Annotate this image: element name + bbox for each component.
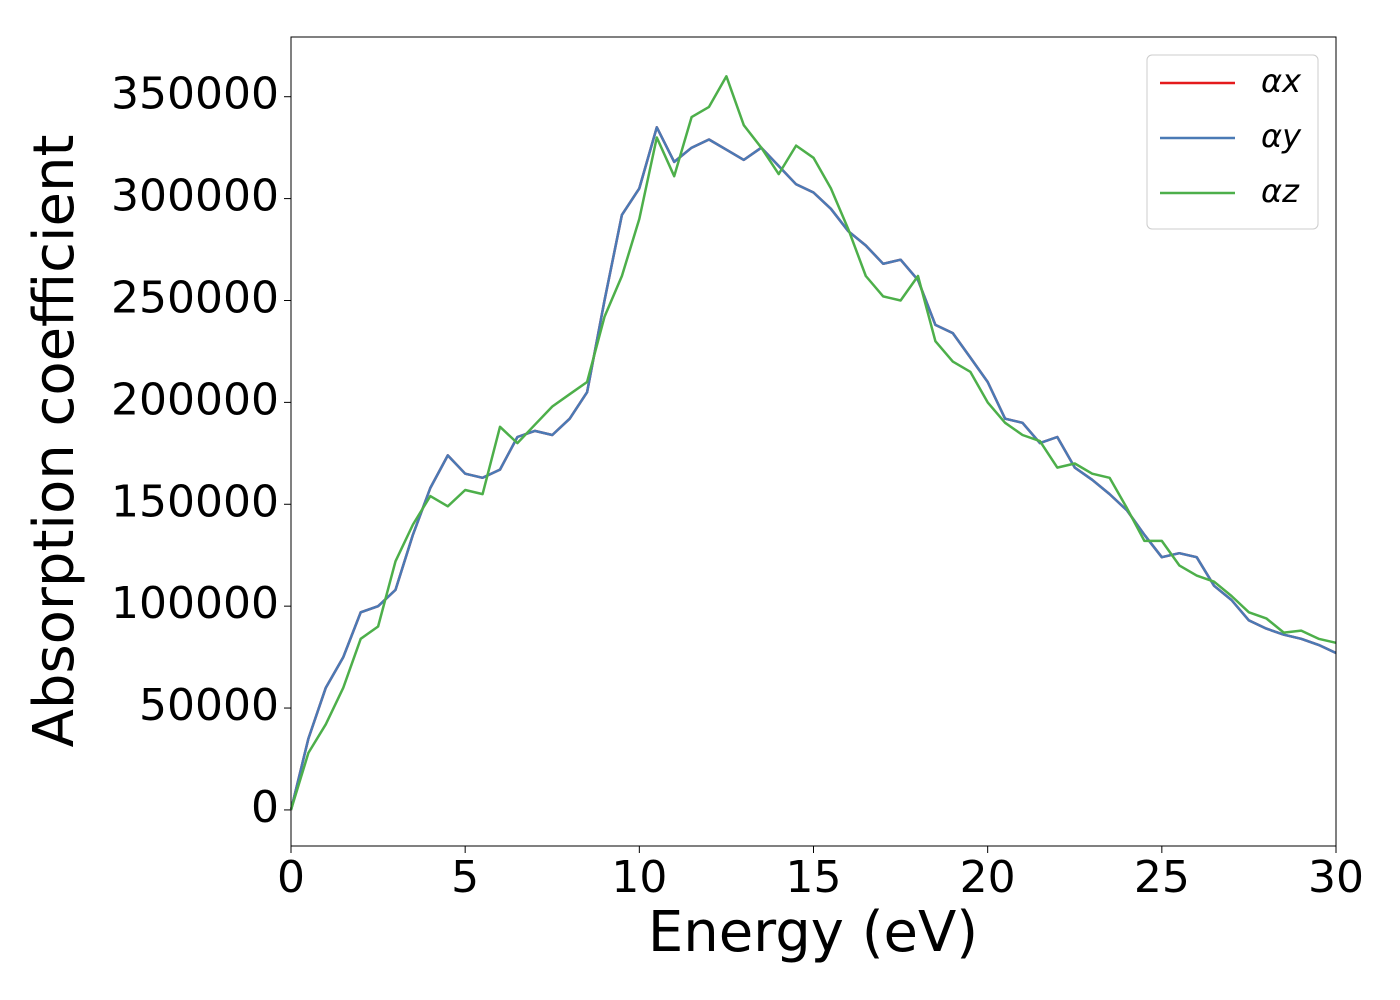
line-series: [289, 75, 1337, 811]
x-tick-label: 15: [786, 852, 842, 903]
x-tick-label: 10: [611, 852, 667, 903]
y-tick-label: 200000: [111, 374, 279, 425]
x-tick-label: 30: [1308, 852, 1364, 903]
line-series: [289, 126, 1337, 811]
legend-label: αx: [1261, 62, 1302, 100]
x-axis-label: Energy (eV): [648, 900, 978, 965]
legend-box: [1146, 54, 1319, 230]
y-tick-label: 350000: [111, 69, 279, 120]
y-axis-label: Absorption coefficient: [22, 135, 87, 748]
plot-frame: [290, 36, 1337, 847]
y-tick-label: 250000: [111, 272, 279, 323]
x-tick-label: 20: [960, 852, 1016, 903]
legend-label: αz: [1261, 172, 1300, 210]
line-series: [289, 126, 1337, 811]
y-tick-label: 300000: [111, 171, 279, 222]
y-tick-label: 0: [251, 782, 279, 833]
x-tick-label: 5: [451, 852, 479, 903]
legend-label: αy: [1261, 117, 1302, 155]
y-tick-label: 150000: [111, 476, 279, 527]
y-tick-label: 100000: [111, 578, 279, 629]
x-tick-label: 0: [277, 852, 305, 903]
y-tick-label: 50000: [139, 680, 279, 731]
x-tick-label: 25: [1134, 852, 1190, 903]
